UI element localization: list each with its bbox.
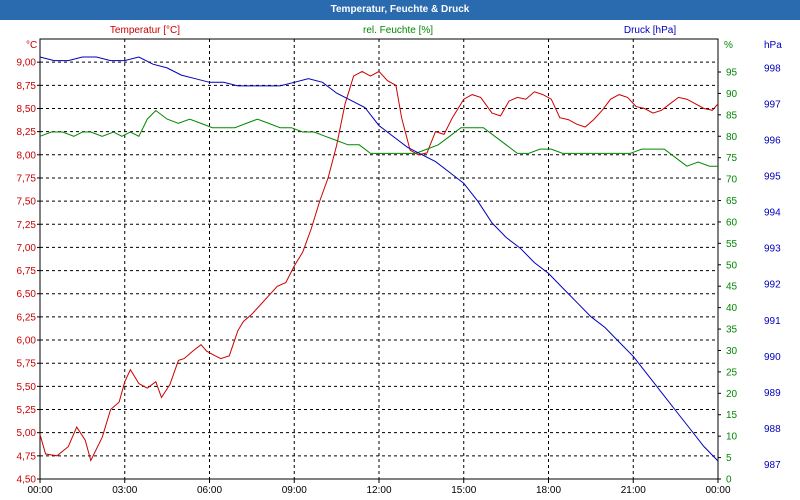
temperature-tick-label: 5,00 [17,428,37,439]
temperature-tick-label: 9,00 [17,58,37,69]
x-tick-time: 06:00 [197,485,222,496]
humidity-tick-label: 65 [726,196,738,207]
temperature-series-line [39,70,719,462]
humidity-tick-label: 40 [726,303,738,314]
humidity-tick-label: 15 [726,410,738,421]
pressure-tick-label: 995 [764,172,781,183]
x-tick-time: 21:00 [621,485,646,496]
humidity-tick-label: 25 [726,367,738,378]
temperature-tick-label: 8,00 [17,150,37,161]
humidity-tick-label: 95 [726,67,738,78]
pressure-tick-label: 991 [764,316,781,327]
series-lines [39,56,719,462]
legend-temperature: Temperatur [°C] [110,25,180,36]
humidity-tick-label: 45 [726,282,738,293]
pressure-tick-label: 997 [764,99,781,110]
pressure-tick-label: 989 [764,388,781,399]
grid-lines [40,39,718,479]
humidity-tick-label: 50 [726,260,738,271]
temperature-tick-label: 6,75 [17,266,37,277]
humidity-tick-label: 80 [726,132,738,143]
temperature-tick-label: 6,50 [17,289,37,300]
temperature-tick-label: 6,25 [17,312,37,323]
humidity-axis-unit: % [724,40,733,51]
humidity-tick-label: 90 [726,89,738,100]
temperature-tick-label: 5,75 [17,359,37,370]
x-tick-time: 12:00 [366,485,391,496]
pressure-tick-label: 988 [764,424,781,435]
humidity-tick-label: 55 [726,239,738,250]
humidity-tick-label: 5 [726,453,732,464]
temperature-tick-label: 8,75 [17,81,37,92]
humidity-tick-label: 75 [726,153,738,164]
humidity-tick-label: 70 [726,175,738,186]
humidity-series-line [39,109,718,167]
x-tick-time: 18:00 [536,485,561,496]
humidity-tick-label: 10 [726,432,738,443]
temperature-tick-label: 8,25 [17,127,37,138]
pressure-axis-ticks: 987 988 989 990 991 992 993 994 995 996 997 998 [764,63,781,471]
temperature-tick-label: 5,25 [17,405,37,416]
temperature-tick-label: 7,25 [17,220,37,231]
temperature-tick-label: 7,00 [17,243,37,254]
legend-pressure: Druck [hPa] [624,25,676,36]
humidity-tick-label: 0 [726,475,732,486]
temperature-tick-label: 7,75 [17,173,37,184]
temperature-axis-ticks: 4,50 4,75 5,00 5,25 5,50 5,75 6,00 6,25 6,50 6,75… [17,58,40,486]
x-tick-time: 03:00 [112,485,137,496]
x-axis-ticks: 00:0008.02.1903:0008.02.1906:0008.02.190… [27,479,731,496]
x-tick-time: 15:00 [451,485,476,496]
pressure-axis-unit: hPa [764,40,782,51]
pressure-tick-label: 990 [764,352,781,363]
x-tick-time: 09:00 [282,485,307,496]
pressure-tick-label: 987 [764,460,781,471]
pressure-tick-label: 996 [764,135,781,146]
window-title: Temperatur, Feuchte & Druck [0,0,800,20]
temperature-tick-label: 6,00 [17,336,37,347]
temperature-tick-label: 8,50 [17,104,37,115]
pressure-tick-label: 998 [764,63,781,74]
temperature-tick-label: 7,50 [17,197,37,208]
temperature-tick-label: 4,50 [17,475,37,486]
line-chart: 00:0008.02.1903:0008.02.1906:0008.02.190… [17,25,783,496]
humidity-tick-label: 60 [726,217,738,228]
pressure-tick-label: 994 [764,208,781,219]
x-tick-time: 00:00 [27,485,52,496]
humidity-tick-label: 30 [726,346,738,357]
humidity-tick-label: 20 [726,389,738,400]
temperature-tick-label: 5,50 [17,382,37,393]
humidity-tick-label: 35 [726,325,738,336]
temperature-tick-label: 4,75 [17,451,37,462]
x-tick-time: 00:00 [705,485,730,496]
temperature-axis-unit: °C [26,40,37,51]
pressure-tick-label: 993 [764,244,781,255]
pressure-series-line [39,56,719,462]
pressure-tick-label: 992 [764,280,781,291]
legend-humidity: rel. Feuchte [%] [363,25,433,36]
humidity-axis-ticks: 0 5 10 15 20 25 30 35 40 45 50 55 60 65 70 75 80 85 90 95 [718,67,738,486]
humidity-tick-label: 85 [726,110,738,121]
